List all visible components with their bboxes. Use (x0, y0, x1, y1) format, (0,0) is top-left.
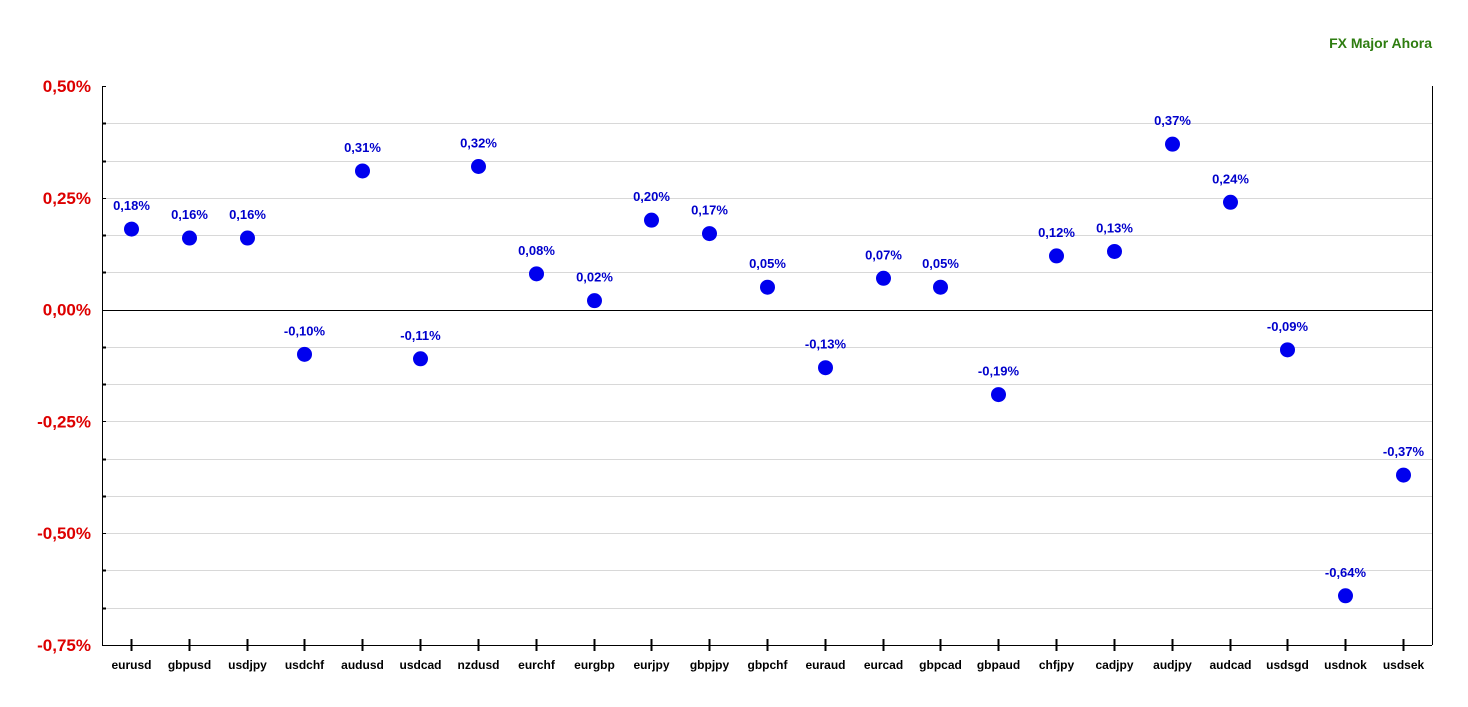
data-label-audjpy: 0,37% (1154, 113, 1191, 128)
data-label-usdnok: -0,64% (1325, 565, 1367, 580)
data-labels: 0,18% 0,16% 0,16% -0,10% 0,31% -0,11% 0,32% 0,0… (113, 113, 1424, 580)
data-point-usdsgd (1280, 342, 1295, 358)
data-point-gbpchf (760, 279, 775, 295)
data-point-usdnok (1338, 588, 1353, 604)
x-tick-label-eurgbp: eurgbp (574, 658, 615, 672)
data-point-euraud (818, 360, 833, 376)
data-point-cadjpy (1107, 243, 1122, 259)
data-label-chfjpy: 0,12% (1038, 225, 1075, 240)
x-tick-label-gbpusd: gbpusd (168, 658, 211, 672)
x-tick-label-gbpcad: gbpcad (919, 658, 962, 672)
y-tick-label: 0,50% (43, 77, 91, 96)
x-tick-label-usdcad: usdcad (399, 658, 441, 672)
x-tick-label-usdjpy: usdjpy (228, 658, 267, 672)
data-point-eurchf (529, 266, 544, 282)
x-tick-label-eurusd: eurusd (111, 658, 151, 672)
y-axis-tick-labels: 0,50% 0,25% 0,00% -0,25% -0,50% -0,75% (37, 77, 91, 655)
data-point-nzdusd (471, 158, 486, 174)
data-point-usdjpy (240, 230, 255, 246)
data-label-usdchf: -0,10% (284, 323, 326, 338)
y-tick-label: 0,25% (43, 189, 91, 208)
data-label-cadjpy: 0,13% (1096, 220, 1133, 235)
y-tick-label: 0,00% (43, 301, 91, 320)
x-tick-label-euraud: euraud (805, 658, 845, 672)
data-point-eurusd (124, 221, 139, 237)
x-tick-label-usdsek: usdsek (1383, 658, 1425, 672)
data-label-eurcad: 0,07% (865, 247, 902, 262)
chart-title: FX Major Ahora (1329, 35, 1432, 51)
x-tick-label-usdchf: usdchf (285, 658, 325, 672)
data-label-usdjpy: 0,16% (229, 207, 266, 222)
data-point-audjpy (1165, 136, 1180, 152)
data-point-eurjpy (644, 212, 659, 228)
x-tick-label-cadjpy: cadjpy (1095, 658, 1133, 672)
y-tick-label: -0,75% (37, 636, 91, 655)
data-label-eurchf: 0,08% (518, 243, 555, 258)
data-point-audusd (355, 163, 370, 179)
data-point-gbpcad (933, 279, 948, 295)
data-label-gbpusd: 0,16% (171, 207, 208, 222)
y-tick-label: -0,50% (37, 524, 91, 543)
data-label-gbpaud: -0,19% (978, 364, 1020, 379)
data-point-eurcad (876, 270, 891, 286)
data-label-usdsek: -0,37% (1383, 444, 1425, 459)
data-point-usdsek (1396, 467, 1411, 483)
x-tick-label-gbpchf: gbpchf (748, 658, 789, 672)
x-tick-label-nzdusd: nzdusd (458, 658, 500, 672)
data-label-gbpcad: 0,05% (922, 256, 959, 271)
data-point-usdcad (413, 351, 428, 367)
x-tick-label-audjpy: audjpy (1153, 658, 1192, 672)
data-label-usdcad: -0,11% (400, 328, 441, 343)
data-point-eurgbp (587, 293, 602, 309)
data-label-audusd: 0,31% (344, 140, 381, 155)
data-point-gbpjpy (702, 226, 717, 242)
x-tick-label-usdnok: usdnok (1324, 658, 1367, 672)
data-label-eurjpy: 0,20% (633, 189, 670, 204)
x-tick-label-eurcad: eurcad (864, 658, 903, 672)
x-tick-label-audcad: audcad (1209, 658, 1251, 672)
data-label-gbpjpy: 0,17% (691, 203, 728, 218)
x-tick-label-usdsgd: usdsgd (1266, 658, 1309, 672)
x-tick-label-eurchf: eurchf (518, 658, 556, 672)
data-label-usdsgd: -0,09% (1267, 319, 1309, 334)
data-label-eurgbp: 0,02% (576, 270, 613, 285)
data-point-audcad (1223, 194, 1238, 210)
x-tick-label-gbpjpy: gbpjpy (690, 658, 730, 672)
data-point-chfjpy (1049, 248, 1064, 264)
y-tick-label: -0,25% (37, 412, 91, 431)
data-label-nzdusd: 0,32% (460, 135, 497, 150)
data-label-audcad: 0,24% (1212, 171, 1249, 186)
data-point-gbpusd (182, 230, 197, 246)
x-axis-tick-labels: eurusd gbpusd usdjpy usdchf audusd usdcad nzdu… (111, 658, 1424, 672)
x-tick-label-audusd: audusd (341, 658, 384, 672)
data-label-eurusd: 0,18% (113, 198, 150, 213)
x-tick-label-eurjpy: eurjpy (633, 658, 669, 672)
data-point-gbpaud (991, 387, 1006, 403)
x-tick-label-gbpaud: gbpaud (977, 658, 1020, 672)
data-point-usdchf (297, 346, 312, 362)
data-label-gbpchf: 0,05% (749, 256, 786, 271)
data-points (124, 136, 1411, 604)
axes (102, 86, 1433, 651)
data-label-euraud: -0,13% (805, 337, 847, 352)
grid-lines (102, 123, 1432, 609)
x-tick-label-chfjpy: chfjpy (1039, 658, 1075, 672)
